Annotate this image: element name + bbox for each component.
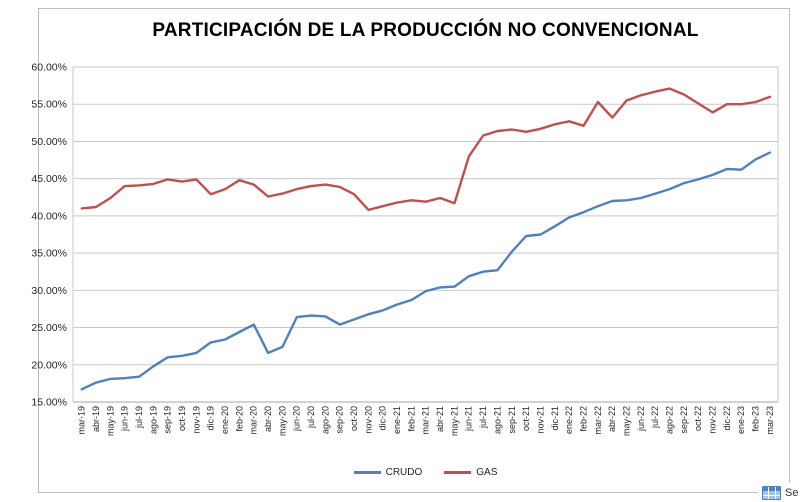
x-axis-tick-label: jun-21 [464, 406, 474, 432]
x-axis-tick-label: abr-20 [263, 406, 273, 432]
y-axis-tick-label: 45.00% [31, 173, 67, 185]
x-axis-tick-label: abr-21 [435, 406, 445, 432]
x-axis-tick-label: mar-20 [249, 406, 259, 435]
x-axis-tick-label: ene-20 [220, 406, 230, 434]
crudo-line-swatch [353, 470, 381, 474]
x-axis-tick-label: oct-20 [349, 406, 359, 431]
x-axis-tick-label: ago-19 [148, 406, 158, 434]
legend-label-crudo: CRUDO [385, 466, 423, 478]
x-axis-tick-label: ene-22 [564, 406, 574, 434]
x-axis-tick-label: jun-22 [636, 406, 646, 432]
y-axis-tick-label: 60.00% [31, 62, 67, 74]
x-axis-tick-label: abr-19 [91, 406, 101, 432]
x-axis-tick-label: jul-19 [134, 406, 144, 429]
x-axis-tick-label: jul-20 [306, 406, 316, 429]
x-axis-tick-label: oct-21 [521, 406, 531, 431]
overlay-text: Se [785, 486, 799, 499]
y-axis-tick-label: 30.00% [31, 285, 67, 297]
x-axis-tick-label: dic-19 [206, 406, 216, 431]
y-axis-tick-label: 25.00% [31, 322, 67, 334]
x-axis-tick-label: mar-23 [765, 406, 775, 435]
x-axis-tick-label: oct-19 [177, 406, 187, 431]
legend-label-gas: GAS [476, 466, 498, 478]
x-axis-tick-label: may-21 [449, 406, 459, 436]
x-axis-tick-label: ene-21 [392, 406, 402, 434]
x-axis-tick-label: dic-22 [722, 406, 732, 431]
x-axis-tick-label: dic-21 [550, 406, 560, 431]
x-axis-tick-label: sep-19 [163, 406, 173, 434]
x-axis-tick-label: jun-19 [120, 406, 130, 432]
x-axis-tick-label: ago-22 [665, 406, 675, 434]
gas-line-swatch [444, 470, 472, 474]
x-axis-tick-label: mar-21 [421, 406, 431, 435]
y-axis-tick-label: 55.00% [31, 99, 67, 111]
x-axis-tick-label: may-22 [621, 406, 631, 436]
y-axis-tick-label: 40.00% [31, 210, 67, 222]
external-overlay-fragment: Se [758, 483, 800, 502]
x-axis-tick-label: feb-22 [578, 406, 588, 432]
legend-item-crudo: CRUDO [353, 466, 423, 478]
x-axis-tick-label: abr-22 [607, 406, 617, 432]
x-axis-tick-label: dic-20 [378, 406, 388, 431]
x-axis-tick-label: jul-21 [478, 406, 488, 429]
chart-legend: CRUDO GAS [73, 464, 778, 480]
x-axis-tick-label: may-19 [105, 406, 115, 436]
x-axis-tick-label: ago-21 [492, 406, 502, 434]
y-axis-tick-label: 15.00% [31, 397, 67, 409]
x-axis-tick-label: sep-20 [335, 406, 345, 434]
y-axis-tick-label: 50.00% [31, 136, 67, 148]
x-axis-tick-label: oct-22 [693, 406, 703, 431]
y-axis-tick-label: 20.00% [31, 359, 67, 371]
x-axis-tick-label: feb-21 [406, 406, 416, 432]
x-axis-tick-label: feb-23 [751, 406, 761, 432]
x-axis-tick-label: ago-20 [320, 406, 330, 434]
x-axis-tick-label: ene-23 [736, 406, 746, 434]
legend-item-gas: GAS [444, 467, 497, 478]
crudo-line [80, 151, 772, 391]
chart-title: PARTICIPACIÓN DE LA PRODUCCIÓN NO CONVEN… [152, 20, 699, 41]
x-axis-tick-label: nov-21 [535, 406, 545, 434]
x-axis-tick-label: jun-20 [292, 406, 302, 432]
x-axis-tick-label: mar-22 [593, 406, 603, 435]
x-axis-tick-label: jul-22 [650, 406, 660, 429]
x-axis-tick-label: feb-20 [234, 406, 244, 432]
gas-line [80, 87, 772, 212]
x-axis-tick-label: may-20 [277, 406, 287, 436]
y-axis-tick-label: 35.00% [31, 248, 67, 260]
x-axis-tick-label: nov-20 [363, 406, 373, 434]
x-axis-tick-label: sep-22 [679, 406, 689, 434]
spreadsheet-icon[interactable] [762, 485, 781, 500]
x-axis-tick-label: sep-21 [507, 406, 517, 434]
x-axis-tick-label: nov-22 [708, 406, 718, 434]
x-axis-tick-label: nov-19 [191, 406, 201, 434]
x-axis-tick-label: mar-19 [77, 406, 87, 435]
